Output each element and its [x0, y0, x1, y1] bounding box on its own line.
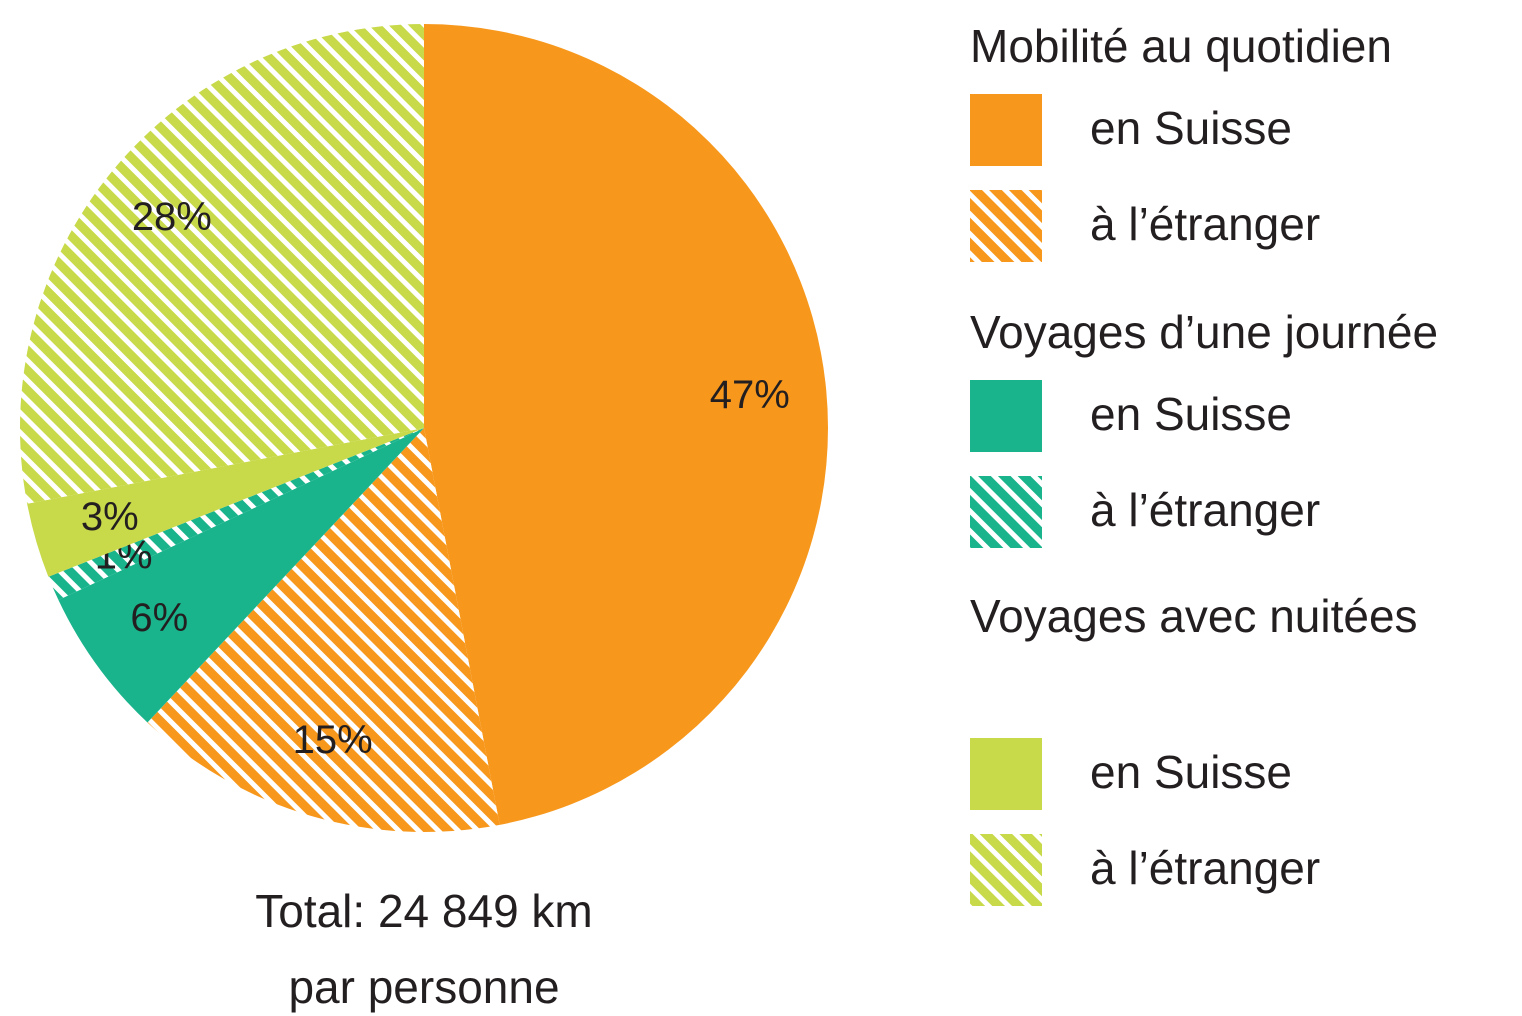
slice-label: 28%: [132, 195, 212, 239]
total-note: par personne: [288, 961, 559, 1013]
pie-slice: [424, 24, 829, 825]
slice-label: 47%: [710, 373, 790, 417]
legend-label: à l’étranger: [1090, 842, 1320, 894]
legend-group-title: Voyages avec nuitées: [970, 590, 1418, 642]
pie-slice: [19, 24, 425, 504]
legend-swatch: [970, 380, 1042, 452]
legend-swatch: [970, 834, 1042, 906]
legend-swatch: [970, 94, 1042, 166]
legend-swatch: [970, 738, 1042, 810]
legend-label: à l’étranger: [1090, 198, 1320, 250]
legend-swatch: [970, 476, 1042, 548]
legend-group-title: Voyages d’une journée: [970, 306, 1438, 358]
pie-slice: [147, 428, 500, 832]
legend-label: en Suisse: [1090, 102, 1292, 154]
slice-label: 3%: [81, 495, 139, 539]
legend-swatch: [970, 190, 1042, 262]
slice-label: 6%: [130, 596, 188, 640]
pie-slice: [58, 428, 425, 723]
pie-slice: [27, 428, 425, 577]
legend-label: à l’étranger: [1090, 484, 1320, 536]
total-note: Total: 24 849 km: [255, 885, 593, 937]
pie-slice: [48, 428, 424, 601]
legend-group-title: Mobilité au quotidien: [970, 20, 1392, 72]
legend-label: en Suisse: [1090, 746, 1292, 798]
slice-label: 15%: [293, 718, 373, 762]
legend-label: en Suisse: [1090, 388, 1292, 440]
